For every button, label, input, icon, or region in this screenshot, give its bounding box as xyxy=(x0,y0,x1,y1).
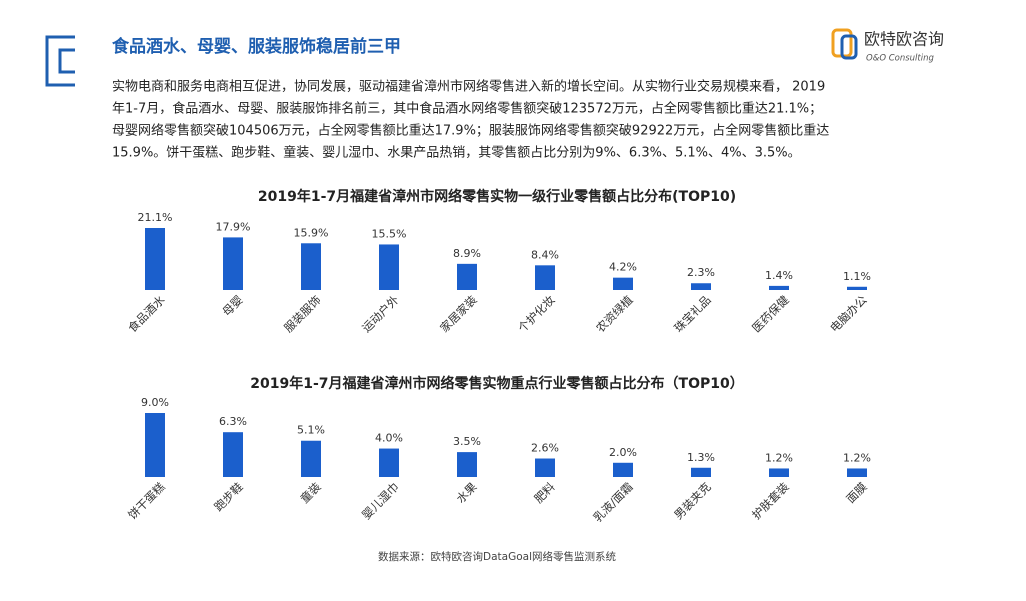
bar xyxy=(223,237,243,290)
data-label: 1.1% xyxy=(843,270,871,283)
x-tick-label: 护肤套装 xyxy=(749,479,792,522)
bar xyxy=(379,448,399,477)
bar xyxy=(379,244,399,290)
x-tick-label: 面膜 xyxy=(843,480,869,506)
paragraph-line: 实物电商和服务电商相互促进，协同发展，驱动福建省漳州市网络零售进入新的增长空间。… xyxy=(112,79,825,95)
bar xyxy=(691,467,711,477)
data-label: 1.2% xyxy=(765,451,793,464)
data-label: 4.2% xyxy=(609,261,637,274)
logo-name: 欧特欧咨询 xyxy=(864,30,944,49)
logo-subtitle: O&O Consulting xyxy=(866,54,934,64)
bar xyxy=(769,285,789,290)
bar xyxy=(223,432,243,477)
x-tick-label: 医药保健 xyxy=(749,292,792,335)
data-label: 9.0% xyxy=(141,396,169,409)
x-tick-label: 乳液/面霜 xyxy=(590,480,635,525)
paragraph-line: 15.9%。饼干蛋糕、跑步鞋、童装、婴儿湿巾、水果产品热销，其零售额占比分别为9… xyxy=(112,145,801,161)
x-tick-label: 个护化妆 xyxy=(515,292,558,335)
bar xyxy=(613,277,633,290)
data-label: 17.9% xyxy=(216,220,251,233)
data-label: 2.3% xyxy=(687,266,715,279)
chart-title: 2019年1-7月福建省漳州市网络零售实物一级行业零售额占比分布(TOP10) xyxy=(258,188,736,205)
x-tick-label: 男装夹克 xyxy=(671,479,714,522)
x-tick-label: 水果 xyxy=(453,479,480,506)
x-tick-label: 电脑办公 xyxy=(827,292,870,335)
data-label: 5.1% xyxy=(297,424,325,437)
data-label: 15.9% xyxy=(294,226,329,239)
chart-title: 2019年1-7月福建省漳州市网络零售实物重点行业零售额占比分布（TOP10） xyxy=(250,375,743,392)
bar xyxy=(535,458,555,477)
data-label: 8.4% xyxy=(531,248,559,261)
bar xyxy=(769,468,789,477)
x-tick-label: 婴儿湿巾 xyxy=(359,480,401,522)
bar xyxy=(847,286,867,290)
bar xyxy=(847,468,867,477)
x-tick-label: 母婴 xyxy=(219,293,245,319)
source: 数据来源：欧特欧咨询DataGoal网络零售监测系统 xyxy=(378,550,616,563)
bar xyxy=(613,462,633,477)
x-tick-label: 跑步鞋 xyxy=(211,479,246,514)
data-label: 4.0% xyxy=(375,432,403,445)
page-title: 食品酒水、母婴、服装服饰稳居前三甲 xyxy=(112,36,401,57)
data-label: 3.5% xyxy=(453,435,481,448)
data-label: 1.2% xyxy=(843,451,871,464)
bar xyxy=(535,265,555,290)
x-tick-label: 肥料 xyxy=(531,479,558,506)
data-label: 6.3% xyxy=(219,415,247,428)
x-tick-label: 食品酒水 xyxy=(125,292,168,335)
data-label: 2.0% xyxy=(609,446,637,459)
x-tick-label: 运动户外 xyxy=(359,292,402,335)
bar xyxy=(145,228,165,290)
bar xyxy=(145,413,165,477)
x-tick-label: 家居家装 xyxy=(437,292,480,335)
x-tick-label: 童装 xyxy=(297,479,324,506)
data-label: 1.4% xyxy=(765,269,793,282)
data-label: 8.9% xyxy=(453,247,481,260)
bar xyxy=(301,243,321,290)
logo: 欧特欧咨询 O&O Consulting xyxy=(831,28,944,64)
data-label: 2.6% xyxy=(531,442,559,455)
bar xyxy=(301,440,321,477)
data-label: 21.1% xyxy=(138,211,173,224)
data-label: 15.5% xyxy=(372,227,407,240)
bar xyxy=(691,283,711,290)
paragraph-line: 母婴网络零售额突破104506万元，占全网零售额比重达17.9%；服装服饰网络零… xyxy=(112,123,829,139)
header-icon xyxy=(45,35,75,87)
paragraph-line: 年1-7月，食品酒水、母婴、服装服饰排名前三，其中食品酒水网络零售额突破1235… xyxy=(112,101,822,117)
x-tick-label: 饼干蛋糕 xyxy=(125,479,168,522)
data-label: 1.3% xyxy=(687,451,715,464)
x-tick-label: 农资绿植 xyxy=(593,292,636,335)
x-tick-label: 服装服饰 xyxy=(281,293,323,335)
paragraph: 实物电商和服务电商相互促进，协同发展，驱动福建省漳州市网络零售进入新的增长空间。… xyxy=(112,79,829,161)
bar xyxy=(457,452,477,477)
x-tick-label: 珠宝礼品 xyxy=(671,293,713,335)
bar xyxy=(457,263,477,290)
